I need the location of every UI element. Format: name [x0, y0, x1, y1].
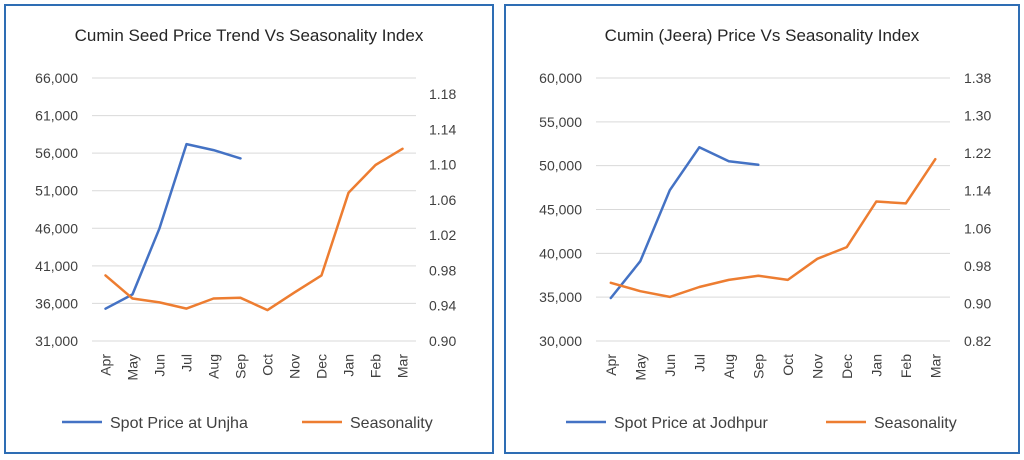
x-tick-label: Jan: [868, 354, 884, 377]
y2-tick-label: 0.82: [964, 333, 991, 349]
x-tick-label: Nov: [809, 354, 825, 379]
x-tick-label: Apr: [603, 354, 619, 376]
series-line-price: [609, 146, 760, 300]
y-tick-label: 60,000: [539, 70, 582, 86]
y-tick-label: 40,000: [539, 245, 582, 261]
y2-tick-label: 1.22: [964, 145, 991, 161]
legend-label: Spot Price at Unjha: [110, 415, 248, 432]
x-tick-label: Feb: [368, 354, 384, 378]
y2-tick-label: 1.14: [429, 121, 456, 137]
chart-title: Cumin (Jeera) Price Vs Seasonality Index: [604, 26, 920, 45]
y2-tick-label: 0.90: [964, 295, 991, 311]
y2-tick-label: 1.30: [964, 108, 991, 124]
y2-tick-label: 1.06: [964, 220, 991, 236]
x-tick-label: Dec: [314, 354, 330, 379]
y2-tick-label: 1.14: [964, 183, 991, 199]
chart-canvas: 31,000 36,000 41,000 46,000 51,000 56,000 61,0…: [35, 70, 456, 432]
series-line-seasonality: [609, 157, 937, 299]
y2-tick-label: 1.38: [964, 70, 991, 86]
y2-tick-label: 0.98: [964, 258, 991, 274]
chart-title: Cumin Seed Price Trend Vs Seasonality In…: [74, 26, 424, 45]
series-line-price: [104, 142, 242, 310]
x-tick-label: Sep: [750, 354, 766, 379]
x-tick-label: Aug: [206, 354, 222, 379]
chart-panel-left: Cumin Seed Price Trend Vs Seasonality In…: [4, 4, 494, 454]
y-tick-label: 66,000: [35, 70, 78, 86]
legend-label: Spot Price at Jodhpur: [614, 415, 769, 432]
y-tick-label: 30,000: [539, 333, 582, 349]
y-tick-label: 61,000: [35, 108, 78, 124]
x-tick-label: Feb: [898, 354, 914, 378]
y2-tick-label: 1.06: [429, 192, 456, 208]
x-tick-label: Nov: [287, 354, 303, 379]
y2-tick-label: 0.98: [429, 262, 456, 278]
chart-canvas: 30,000 35,000 40,000 45,000 50,000 55,000 60,0…: [539, 70, 991, 432]
y-tick-label: 36,000: [35, 295, 78, 311]
x-tick-label: Dec: [839, 354, 855, 379]
x-tick-label: Jul: [179, 354, 195, 372]
x-tick-label: Sep: [233, 354, 249, 379]
x-tick-label: Oct: [260, 354, 276, 376]
y-tick-label: 56,000: [35, 145, 78, 161]
x-tick-label: Jun: [662, 354, 678, 377]
chart-panel-right: Cumin (Jeera) Price Vs Seasonality Index…: [504, 4, 1020, 454]
y-tick-label: 45,000: [539, 202, 582, 218]
legend-label: Seasonality: [874, 415, 957, 432]
x-tick-label: Mar: [927, 354, 943, 378]
y-tick-label: 55,000: [539, 114, 582, 130]
y-tick-label: 50,000: [539, 158, 582, 174]
y-tick-label: 35,000: [539, 289, 582, 305]
legend-label: Seasonality: [350, 415, 433, 432]
x-tick-label: Jan: [341, 354, 357, 377]
y2-tick-label: 0.90: [429, 333, 456, 349]
y-tick-label: 51,000: [35, 183, 78, 199]
x-tick-label: May: [125, 354, 141, 380]
x-tick-label: Aug: [721, 354, 737, 379]
y-tick-label: 31,000: [35, 333, 78, 349]
y2-tick-label: 1.02: [429, 227, 456, 243]
x-tick-label: Jul: [691, 354, 707, 372]
x-tick-label: Oct: [780, 354, 796, 376]
x-tick-label: Jun: [152, 354, 168, 377]
y-tick-label: 41,000: [35, 258, 78, 274]
y2-tick-label: 0.94: [429, 298, 456, 314]
y-tick-label: 46,000: [35, 220, 78, 236]
y2-tick-label: 1.10: [429, 157, 456, 173]
series-line-seasonality: [104, 147, 404, 312]
y2-tick-label: 1.18: [429, 86, 456, 102]
x-tick-label: Apr: [98, 354, 114, 376]
x-tick-label: Mar: [395, 354, 411, 378]
x-tick-label: May: [632, 354, 648, 380]
